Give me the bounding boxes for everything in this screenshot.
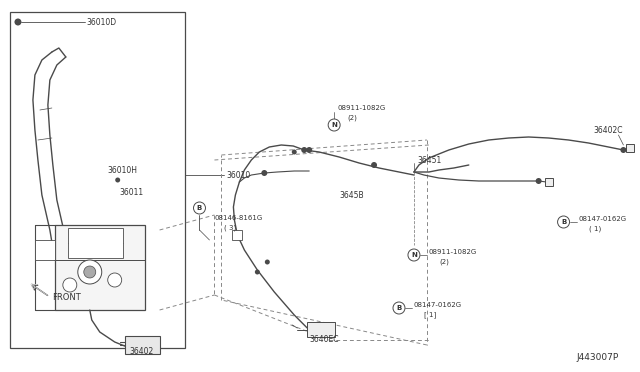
Circle shape [328, 119, 340, 131]
Text: 36010D: 36010D [87, 17, 117, 26]
Text: 08911-1082G: 08911-1082G [337, 105, 385, 111]
Circle shape [108, 273, 122, 287]
Circle shape [261, 170, 268, 176]
Bar [232, 230, 243, 240]
Circle shape [63, 278, 77, 292]
Circle shape [536, 178, 541, 184]
Bar [125, 336, 159, 354]
Text: 36010H: 36010H [108, 166, 138, 174]
Text: 08146-8161G: 08146-8161G [214, 215, 262, 221]
Text: B: B [396, 305, 402, 311]
Circle shape [84, 266, 96, 278]
Bar [545, 178, 552, 186]
Circle shape [371, 162, 377, 168]
Text: N: N [332, 122, 337, 128]
Circle shape [620, 147, 627, 153]
Text: 36011: 36011 [120, 187, 144, 196]
Bar [35, 240, 55, 260]
Bar [307, 322, 335, 337]
Text: [ 1]: [ 1] [424, 312, 436, 318]
Circle shape [393, 302, 405, 314]
Circle shape [15, 19, 22, 26]
Text: 08147-0162G: 08147-0162G [579, 216, 627, 222]
Text: ( 1): ( 1) [589, 226, 601, 232]
Bar [10, 12, 184, 348]
Text: 3640EC: 3640EC [309, 336, 339, 344]
Circle shape [301, 147, 307, 153]
Circle shape [557, 216, 570, 228]
Text: 36010: 36010 [227, 170, 251, 180]
Circle shape [265, 260, 270, 264]
Text: 36451: 36451 [417, 155, 441, 164]
Bar [627, 144, 634, 152]
Text: 3645B: 3645B [339, 190, 364, 199]
Text: ( 3): ( 3) [225, 225, 237, 231]
Text: B: B [561, 219, 566, 225]
Text: 08911-1082G: 08911-1082G [429, 249, 477, 255]
Text: (2): (2) [347, 115, 357, 121]
Text: 36402: 36402 [130, 347, 154, 356]
Circle shape [306, 147, 312, 153]
Text: N: N [411, 252, 417, 258]
Text: B: B [197, 205, 202, 211]
Circle shape [255, 269, 260, 275]
Bar [68, 228, 123, 258]
Circle shape [193, 202, 205, 214]
Text: (2): (2) [439, 259, 449, 265]
Bar [55, 225, 145, 310]
Circle shape [292, 150, 297, 154]
Text: J443007P: J443007P [576, 353, 618, 362]
Circle shape [408, 249, 420, 261]
Circle shape [78, 260, 102, 284]
Text: 08147-0162G: 08147-0162G [414, 302, 462, 308]
Circle shape [115, 177, 120, 183]
Text: FRONT: FRONT [52, 294, 81, 302]
Text: 36402C: 36402C [593, 125, 623, 135]
